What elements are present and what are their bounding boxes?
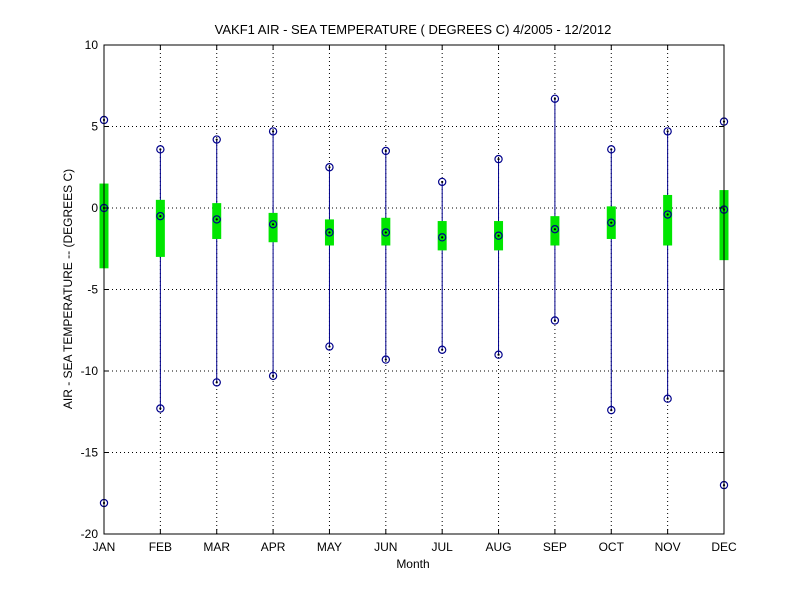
median-point [607,218,616,227]
max-point [494,154,503,164]
min-point [437,345,447,355]
min-point-dot [610,409,613,412]
max-point [607,145,616,154]
min-point-dot [328,345,331,348]
min-point-dot [666,397,669,400]
max-point-dot [384,149,387,153]
max-point-dot [441,180,444,184]
max-point [268,127,278,136]
max-point [663,127,672,136]
min-point-dot [159,407,162,410]
max-point [381,146,391,156]
min-point [607,405,616,415]
median-point [494,231,503,240]
min-point [381,355,391,364]
max-point-dot [497,158,500,161]
min-point-dot [215,381,218,384]
median-point [325,228,334,237]
x-tick-label: AUG [486,540,512,554]
max-point [325,163,334,172]
x-tick-label: OCT [599,540,625,554]
max-point [550,94,560,103]
data-layer [99,94,729,508]
min-point-dot [271,374,275,377]
max-point-dot [328,166,331,169]
max-point-dot [215,138,218,141]
max-point [212,135,221,144]
min-point [156,404,165,413]
y-tick-label: 10 [85,38,99,52]
x-tick-label: APR [261,540,286,554]
median-point-dot [384,231,387,234]
x-tick-label: SEP [543,540,567,554]
x-axis-label: Month [396,557,429,571]
median-point [663,210,672,219]
min-point [212,378,221,387]
axes: JAN FEB MAR APR MAY JUN JUL AUG SEP OCT NOV DEC 10 5 0… [81,38,737,554]
max-point-dot [610,148,613,151]
median-point-dot [441,236,444,239]
grid [104,45,724,534]
median-point [550,224,560,234]
median-point [381,228,391,237]
min-point-dot [441,348,444,351]
median-point-dot [497,234,500,237]
y-tick-label: 5 [91,120,98,134]
y-tick-label: -15 [81,446,99,460]
min-point [325,342,334,351]
max-point-dot [159,148,162,151]
x-tick-label: FEB [149,540,172,554]
y-tick-label: -20 [81,527,99,541]
min-point [268,371,278,381]
median-point [212,215,221,224]
box-feb [155,199,165,257]
max-point-dot [553,97,557,100]
x-tick-label: NOV [655,540,681,554]
max-point [156,145,165,154]
x-tick-label: JAN [93,540,116,554]
median-point-dot [271,223,275,226]
x-tick-label: MAR [203,540,230,554]
min-point [494,350,503,359]
box-nov [663,194,673,246]
min-point-dot [553,319,557,322]
max-point [437,177,447,187]
median-point-dot [215,218,218,221]
median-point-dot [328,231,331,234]
median-point-dot [666,213,669,216]
min-point [550,316,560,325]
median-point [437,233,447,242]
x-tick-label: MAY [317,540,342,554]
min-point-dot [384,358,387,361]
min-point [663,394,672,403]
median-point-dot [159,215,162,218]
median-point-dot [610,221,613,224]
min-point-dot [497,353,500,356]
box-mar [212,203,222,239]
median-point [268,220,278,229]
box-jul [437,221,447,251]
y-tick-label: 0 [91,201,98,215]
y-tick-label: -10 [81,364,99,378]
y-axis-label: AIR - SEA TEMPERATURE -- (DEGREES C) [61,169,75,409]
median-point [156,211,165,221]
x-tick-label: JUL [432,540,454,554]
x-tick-label: JUN [374,540,397,554]
box-sep [550,216,560,246]
max-point-dot [271,130,275,133]
chart-title: VAKF1 AIR - SEA TEMPERATURE ( DEGREES C)… [215,22,612,37]
max-point-dot [666,130,669,133]
median-point-dot [553,228,557,231]
y-tick-label: -5 [87,283,98,297]
x-tick-label: DEC [711,540,737,554]
